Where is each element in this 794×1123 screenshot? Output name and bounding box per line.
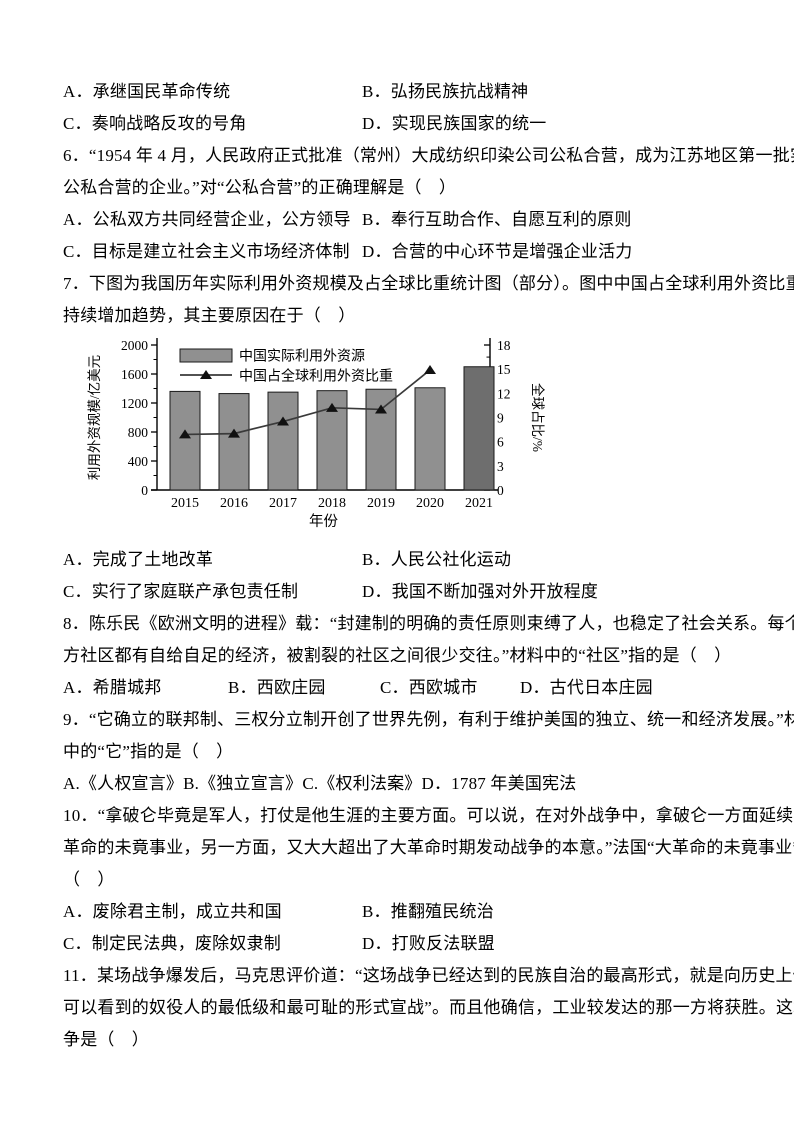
q6-option-b: B．奉行互助合作、自愿互利的原则 bbox=[362, 210, 632, 229]
q5-option-c: C．奏响战略反攻的号角 bbox=[63, 114, 247, 133]
q8-option-c: C．西欧城市 bbox=[380, 678, 478, 697]
q10-option-d: D．打败反法联盟 bbox=[362, 934, 495, 953]
question-11-stem-line-3: 争是（ ） bbox=[63, 1030, 149, 1049]
question-8-stem-line-1: 8．陈乐民《欧洲文明的进程》载：“封建制的明确的责任原则束缚了人，也稳定了社会关… bbox=[63, 614, 794, 633]
q10-option-b: B．推翻殖民统治 bbox=[362, 902, 494, 921]
svg-text:800: 800 bbox=[128, 425, 149, 440]
q10-option-c: C．制定民法典，废除奴隶制 bbox=[63, 934, 281, 953]
svg-text:12: 12 bbox=[497, 386, 511, 401]
question-10-stem-line-1: 10．“拿破仑毕竟是军人，打仗是他生涯的主要方面。可以说，在对外战争中，拿破仑一… bbox=[63, 806, 794, 825]
question-10-stem-line-2: 革命的未竟事业，另一方面，又大大超出了大革命时期发动战争的本意。”法国“大革命的… bbox=[63, 838, 794, 857]
question-5-options-row-2: C．奏响战略反攻的号角 D．实现民族国家的统一 bbox=[63, 108, 738, 140]
q6-option-c: C．目标是建立社会主义市场经济体制 bbox=[63, 242, 350, 261]
q7-option-b: B．人民公社化运动 bbox=[362, 550, 512, 569]
question-11-stem-line-2: 可以看到的奴役人的最低级和最可耻的形式宣战”。而且他确信，工业较发达的那一方将获… bbox=[63, 998, 794, 1017]
question-6-options-row-1: A．公私双方共同经营企业，公方领导 B．奉行互助合作、自愿互利的原则 bbox=[63, 204, 738, 236]
svg-text:年份: 年份 bbox=[309, 513, 338, 530]
q10-option-a: A．废除君主制，成立共和国 bbox=[63, 902, 282, 921]
svg-text:1200: 1200 bbox=[121, 396, 148, 411]
svg-text:9: 9 bbox=[497, 411, 504, 426]
question-10-stem-line-3: （ ） bbox=[63, 870, 115, 889]
question-8-stem-line-2: 方社区都有自给自足的经济，被割裂的社区之间很少交往。”材料中的“社区”指的是（ … bbox=[63, 646, 732, 665]
question-7-options-row-2: C．实行了家庭联产承包责任制 D．我国不断加强对外开放程度 bbox=[63, 576, 738, 608]
chart-svg: 0 400 800 1200 1600 2000 0 3 6 9 12 15 18 2015 2016 201… bbox=[87, 338, 546, 530]
q6-option-a: A．公私双方共同经营企业，公方领导 bbox=[63, 210, 351, 229]
svg-text:6: 6 bbox=[497, 435, 504, 450]
svg-text:18: 18 bbox=[497, 338, 511, 353]
svg-text:中国实际利用外资源: 中国实际利用外资源 bbox=[239, 349, 365, 365]
svg-text:2016: 2016 bbox=[220, 496, 248, 511]
question-7-stem-line-2: 持续增加趋势，其主要原因在于（ ） bbox=[63, 306, 356, 325]
svg-text:利用外资规模/亿美元: 利用外资规模/亿美元 bbox=[87, 355, 102, 480]
question-6-stem-line-1: 6．“1954 年 4 月，人民政府正式批准（常州）大成纺织印染公司公私合营，成… bbox=[63, 146, 794, 165]
svg-text:2000: 2000 bbox=[121, 338, 148, 353]
svg-text:中国占全球利用外资比重: 中国占全球利用外资比重 bbox=[239, 368, 393, 385]
q5-option-b: B．弘扬民族抗战精神 bbox=[362, 82, 529, 101]
q8-option-a: A．希腊城邦 bbox=[63, 678, 162, 697]
svg-text:2018: 2018 bbox=[318, 496, 346, 511]
q8-option-b: B．西欧庄园 bbox=[228, 678, 326, 697]
svg-text:全球占比/%: 全球占比/% bbox=[530, 383, 546, 452]
question-7-stem-line-1: 7．下图为我国历年实际利用外资规模及占全球比重统计图（部分）。图中中国占全球利用… bbox=[63, 274, 794, 293]
q5-option-a: A．承继国民革命传统 bbox=[63, 82, 231, 101]
question-5-options-row-1: A．承继国民革命传统 B．弘扬民族抗战精神 bbox=[63, 76, 738, 108]
q6-option-d: D．合营的中心环节是增强企业活力 bbox=[362, 242, 633, 261]
question-10-options-row-2: C．制定民法典，废除奴隶制 D．打败反法联盟 bbox=[63, 928, 738, 960]
svg-text:400: 400 bbox=[128, 454, 149, 469]
svg-text:0: 0 bbox=[497, 483, 504, 498]
svg-text:2020: 2020 bbox=[416, 496, 444, 511]
svg-text:15: 15 bbox=[497, 362, 511, 377]
question-9-options-line: A.《人权宣言》B.《独立宣言》C.《权利法案》D．1787 年美国宪法 bbox=[63, 774, 577, 793]
svg-text:2021: 2021 bbox=[465, 496, 493, 511]
svg-text:2017: 2017 bbox=[269, 496, 297, 511]
q7-option-a: A．完成了土地改革 bbox=[63, 550, 214, 569]
question-11-stem-line-1: 11．某场战争爆发后，马克思评价道：“这场战争已经达到的民族自治的最高形式，就是… bbox=[63, 966, 794, 985]
exam-page: A．承继国民革命传统 B．弘扬民族抗战精神 C．奏响战略反攻的号角 D．实现民族… bbox=[63, 76, 794, 1049]
question-10-options-row-1: A．废除君主制，成立共和国 B．推翻殖民统治 bbox=[63, 896, 738, 928]
question-9-stem-line-2: 中的“它”指的是（ ） bbox=[63, 742, 234, 761]
question-6-stem-line-2: 公私合营的企业。”对“公私合营”的正确理解是（ ） bbox=[63, 178, 457, 197]
foreign-capital-chart: 0 400 800 1200 1600 2000 0 3 6 9 12 15 18 2015 2016 201… bbox=[85, 334, 738, 540]
q7-option-c: C．实行了家庭联产承包责任制 bbox=[63, 582, 299, 601]
svg-text:0: 0 bbox=[141, 483, 148, 498]
q5-option-d: D．实现民族国家的统一 bbox=[362, 114, 547, 133]
svg-text:1600: 1600 bbox=[121, 367, 148, 382]
question-9-stem-line-1: 9．“它确立的联邦制、三权分立制开创了世界先例，有利于维护美国的独立、统一和经济… bbox=[63, 710, 794, 729]
svg-text:2015: 2015 bbox=[171, 496, 199, 511]
svg-text:3: 3 bbox=[497, 459, 504, 474]
svg-text:2019: 2019 bbox=[367, 496, 395, 511]
question-8-options-row: A．希腊城邦 B．西欧庄园 C．西欧城市 D．古代日本庄园 bbox=[63, 672, 738, 704]
question-7-options-row-1: A．完成了土地改革 B．人民公社化运动 bbox=[63, 544, 738, 576]
q7-option-d: D．我国不断加强对外开放程度 bbox=[362, 582, 599, 601]
q8-option-d: D．古代日本庄园 bbox=[520, 678, 653, 697]
question-6-options-row-2: C．目标是建立社会主义市场经济体制 D．合营的中心环节是增强企业活力 bbox=[63, 236, 738, 268]
